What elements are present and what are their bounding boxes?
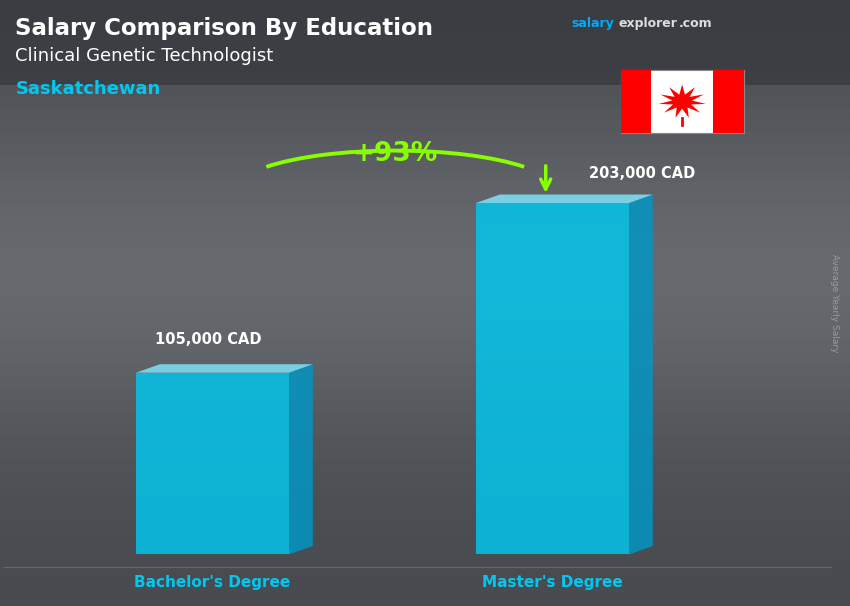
Polygon shape [476, 203, 629, 554]
Polygon shape [136, 373, 289, 554]
Bar [0, 558, 850, 570]
Bar [0, 497, 850, 509]
Bar [0, 339, 850, 351]
Bar [0, 0, 850, 12]
Bar [0, 485, 850, 497]
Bar [0, 533, 850, 545]
Bar [0, 291, 850, 303]
Bar [0, 24, 850, 36]
Bar [0, 267, 850, 279]
Bar [0, 545, 850, 558]
Bar [0, 255, 850, 267]
Bar [0, 582, 850, 594]
Bar [0, 121, 850, 133]
Bar [0, 473, 850, 485]
Text: .com: .com [678, 17, 712, 30]
Bar [0, 412, 850, 424]
Bar [0, 182, 850, 194]
Bar [0, 194, 850, 206]
Polygon shape [476, 195, 653, 203]
Text: Average Yearly Salary: Average Yearly Salary [830, 254, 839, 352]
Bar [0, 12, 850, 24]
Bar [0, 242, 850, 255]
Text: Salary Comparison By Education: Salary Comparison By Education [15, 17, 434, 40]
Bar [0, 170, 850, 182]
Bar [0, 570, 850, 582]
Bar [0, 448, 850, 461]
Bar [0, 218, 850, 230]
Text: 203,000 CAD: 203,000 CAD [588, 166, 694, 181]
Bar [0, 85, 850, 97]
Bar [0, 400, 850, 412]
Bar [0, 461, 850, 473]
Text: +93%: +93% [353, 141, 438, 167]
Text: salary: salary [571, 17, 614, 30]
Bar [0, 436, 850, 448]
Bar [0, 158, 850, 170]
Bar [620, 70, 651, 133]
Bar [0, 424, 850, 436]
Text: 105,000 CAD: 105,000 CAD [155, 332, 262, 347]
Bar [0, 315, 850, 327]
Bar [0, 0, 850, 85]
Bar [0, 376, 850, 388]
Bar [0, 594, 850, 606]
Polygon shape [659, 85, 706, 118]
Bar [0, 327, 850, 339]
Bar [0, 61, 850, 73]
Text: explorer: explorer [619, 17, 677, 30]
Text: Bachelor's Degree: Bachelor's Degree [134, 576, 291, 590]
Bar [0, 48, 850, 61]
Bar [0, 509, 850, 521]
Bar [0, 230, 850, 242]
Text: Clinical Genetic Technologist: Clinical Genetic Technologist [15, 47, 274, 65]
Bar [0, 36, 850, 48]
Bar [0, 73, 850, 85]
Bar [0, 303, 850, 315]
Bar [0, 206, 850, 218]
Bar [0, 279, 850, 291]
Text: Saskatchewan: Saskatchewan [15, 80, 161, 98]
Polygon shape [629, 195, 653, 554]
Polygon shape [289, 364, 313, 554]
Bar [620, 70, 744, 133]
Bar [0, 364, 850, 376]
Bar [0, 388, 850, 400]
Text: Master's Degree: Master's Degree [482, 576, 623, 590]
Bar [0, 145, 850, 158]
Bar [0, 521, 850, 533]
Polygon shape [136, 364, 313, 373]
Bar [0, 351, 850, 364]
Bar [713, 70, 744, 133]
Bar [0, 109, 850, 121]
Bar [0, 133, 850, 145]
Bar [0, 97, 850, 109]
